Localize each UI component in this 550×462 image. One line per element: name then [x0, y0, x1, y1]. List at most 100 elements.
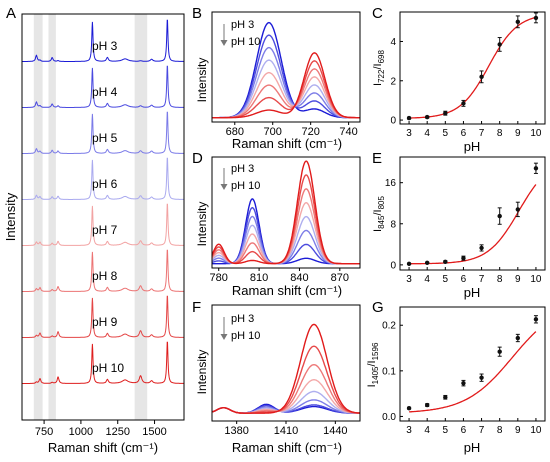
x-axis-label: pH [464, 285, 481, 300]
spectra-traces [212, 21, 360, 119]
spectrum-ph-8 [22, 249, 184, 292]
x-tick-label: 1000 [69, 426, 93, 438]
legend-bottom: pH 10 [231, 36, 260, 48]
y-label-mid: /I [366, 360, 378, 366]
spectrum-ph-6 [22, 157, 185, 200]
y-label-sub2: 698 [377, 50, 386, 64]
panel-letter-D: D [192, 150, 203, 167]
panel-F: 1380 1410 1440 Intensity Raman shift (cm⁻¹… [195, 304, 361, 455]
data-point [424, 402, 430, 408]
spectrum-curve [211, 160, 360, 265]
y-axis-label: I845/I805 [372, 196, 386, 232]
y-label-sub1: 845 [377, 215, 386, 229]
data-point [515, 335, 521, 341]
axis-ticks: 3 4 5 6 7 8 9 10 0.0 0.1 0.2 [382, 321, 542, 436]
x-tick-label: 840 [290, 272, 308, 284]
panel-letter-C: C [372, 5, 383, 22]
x-tick-label: 740 [339, 126, 357, 138]
panel-B: 680 700 720 740 Intensity Raman shift (cm⁻¹… [195, 11, 361, 151]
x-axis-label: Raman shift (cm⁻¹) [232, 136, 342, 151]
x-tick-label: 5 [443, 274, 449, 285]
x-tick-label: 870 [331, 272, 349, 284]
x-tick-label: 1410 [274, 425, 298, 437]
spectrum-ph-10 [22, 341, 184, 384]
panel-letter-E: E [372, 150, 382, 167]
panel-letter-F: F [192, 299, 201, 316]
trace-label: pH 6 [92, 177, 118, 191]
data-marks [406, 315, 539, 413]
y-axis-label: Intensity [195, 58, 209, 103]
x-axis-label: pH [464, 139, 481, 154]
legend-bottom: pH 10 [231, 180, 260, 192]
trace-label: pH 8 [92, 269, 118, 283]
shaded-bands [33, 14, 148, 420]
x-axis-label: pH [464, 440, 481, 455]
data-point [479, 245, 484, 251]
data-marks [406, 12, 539, 121]
data-point [533, 317, 539, 322]
y-axis-label: I722/I698 [372, 50, 386, 86]
data-point [461, 101, 466, 106]
x-tick-label: 6 [461, 128, 467, 139]
y-tick-label: 16 [385, 178, 397, 189]
y-label-main: I [372, 229, 384, 232]
legend-arrow [220, 168, 228, 190]
fit-curve [409, 184, 537, 265]
spectrum-ph-4 [22, 65, 184, 108]
data-point [424, 114, 430, 120]
data-point [533, 166, 539, 171]
x-tick-label: 700 [264, 126, 282, 138]
x-tick-label: 9 [515, 425, 521, 436]
x-tick-label: 1440 [323, 425, 347, 437]
x-tick-label: 7 [479, 274, 485, 285]
y-label-sub1: 722 [377, 69, 386, 83]
y-tick-label: 8 [390, 219, 396, 230]
y-label-main: I [372, 83, 384, 86]
x-tick-label: 780 [210, 272, 228, 284]
x-tick-label: 7 [479, 425, 485, 436]
y-axis-label: Intensity [3, 192, 18, 241]
plot-frame [399, 156, 546, 271]
x-tick-label: 9 [515, 128, 521, 139]
spectrum-curve [212, 52, 360, 119]
plot-frame [399, 11, 546, 125]
panel-letter-G: G [372, 299, 384, 316]
trace-label: pH 5 [92, 131, 118, 145]
y-label-mid: /I [372, 209, 384, 215]
x-axis-label: Raman shift (cm⁻¹) [48, 440, 158, 455]
plot-frame [211, 11, 361, 123]
x-tick-label: 810 [250, 272, 268, 284]
data-point [497, 213, 502, 219]
data-point [461, 255, 466, 261]
legend-bottom: pH 10 [231, 330, 260, 342]
y-label-sub2: 805 [377, 196, 386, 210]
y-tick-label: 0.2 [382, 321, 396, 332]
data-point [443, 110, 448, 116]
data-point [443, 259, 448, 264]
y-tick-label: 0.0 [382, 412, 396, 423]
spectrum-ph-9 [22, 295, 184, 338]
x-tick-label: 10 [530, 425, 542, 436]
x-tick-label: 3 [406, 128, 412, 139]
x-tick-label: 7 [479, 128, 485, 139]
data-point [479, 74, 484, 80]
x-tick-label: 3 [406, 425, 412, 436]
data-point [424, 260, 430, 266]
spectrum-curve [211, 188, 360, 265]
trace-label: pH 10 [92, 361, 124, 375]
x-ticks: 1380 1410 1440 [224, 421, 348, 437]
x-ticks: 680 700 720 740 [226, 122, 358, 138]
spectra-traces [211, 160, 360, 265]
data-point [406, 406, 412, 411]
axis-ticks: 3 4 5 6 7 8 9 10 0 2 4 [390, 37, 541, 139]
shaded-band-2 [134, 14, 148, 420]
y-label-sub1: 1405 [371, 366, 380, 384]
legend-arrow [220, 317, 228, 340]
fit-curve [409, 16, 537, 119]
x-tick-label: 10 [530, 274, 542, 285]
data-point [406, 115, 412, 121]
data-point [443, 395, 448, 400]
legend-top: pH 3 [231, 313, 254, 325]
y-tick-label: 0.1 [382, 366, 396, 377]
